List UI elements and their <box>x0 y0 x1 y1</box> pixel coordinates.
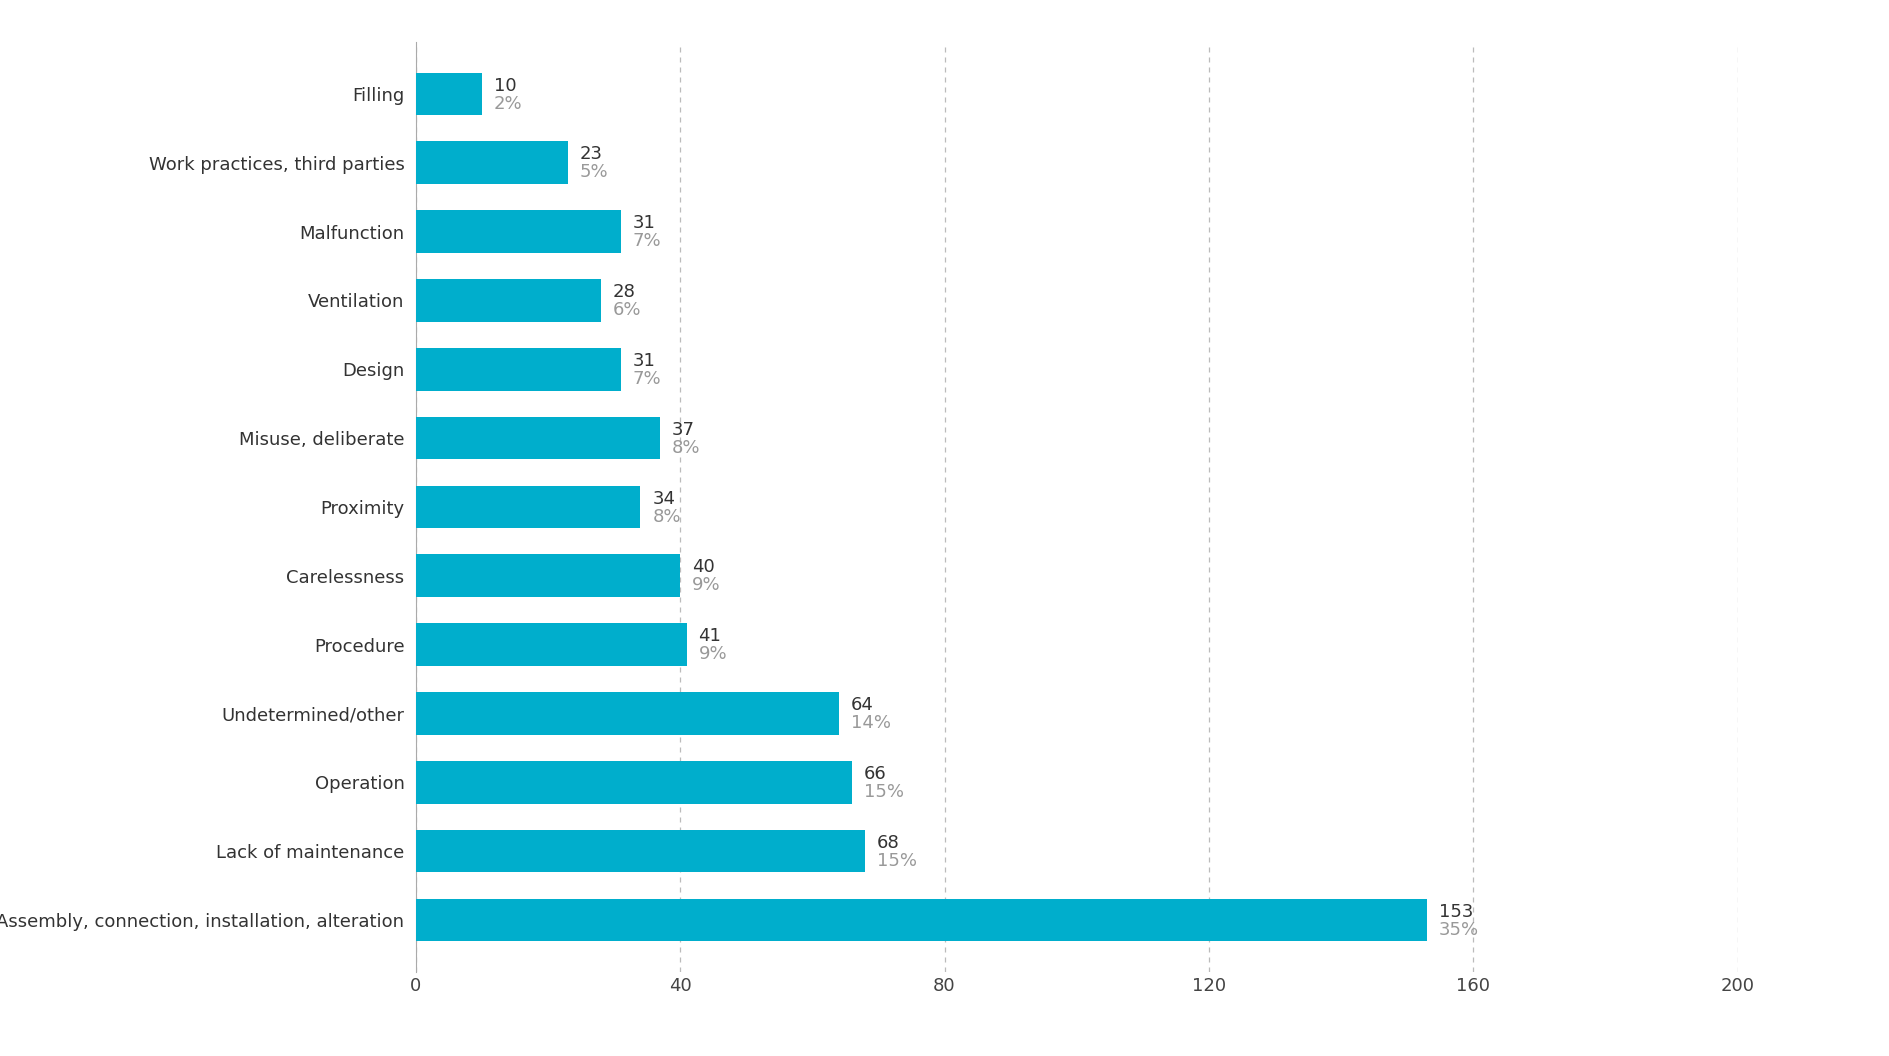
Text: 35%: 35% <box>1439 921 1479 939</box>
Text: 14%: 14% <box>850 714 890 732</box>
Text: 40: 40 <box>691 559 714 577</box>
Text: 6%: 6% <box>612 301 640 319</box>
Text: 7%: 7% <box>633 370 661 388</box>
Bar <box>416 486 640 528</box>
Text: 8%: 8% <box>672 438 701 456</box>
Text: 41: 41 <box>699 627 722 645</box>
Text: 8%: 8% <box>652 508 680 526</box>
Text: 10: 10 <box>493 77 516 95</box>
Bar <box>416 417 661 459</box>
Bar <box>416 347 621 391</box>
Text: 28: 28 <box>612 283 635 301</box>
Bar <box>416 210 621 252</box>
Text: 64: 64 <box>850 696 873 714</box>
Text: 9%: 9% <box>699 645 727 663</box>
Bar <box>416 830 865 872</box>
Bar <box>416 279 601 322</box>
Text: 31: 31 <box>633 214 655 232</box>
Bar <box>416 554 680 597</box>
Bar <box>416 623 688 666</box>
Bar <box>416 899 1428 941</box>
Bar <box>416 761 852 804</box>
Text: 34: 34 <box>652 490 674 508</box>
Text: 9%: 9% <box>691 577 720 595</box>
Text: 153: 153 <box>1439 903 1473 921</box>
Bar <box>416 692 839 735</box>
Text: 7%: 7% <box>633 232 661 250</box>
Text: 5%: 5% <box>580 164 608 182</box>
Bar <box>416 73 482 115</box>
Text: 37: 37 <box>672 420 695 439</box>
Text: 31: 31 <box>633 352 655 370</box>
Text: 68: 68 <box>876 834 899 852</box>
Text: 2%: 2% <box>493 94 521 113</box>
Bar <box>416 142 567 184</box>
Text: 15%: 15% <box>876 852 916 870</box>
Text: 15%: 15% <box>863 782 903 800</box>
Text: 66: 66 <box>863 765 886 782</box>
Text: 23: 23 <box>580 146 603 164</box>
